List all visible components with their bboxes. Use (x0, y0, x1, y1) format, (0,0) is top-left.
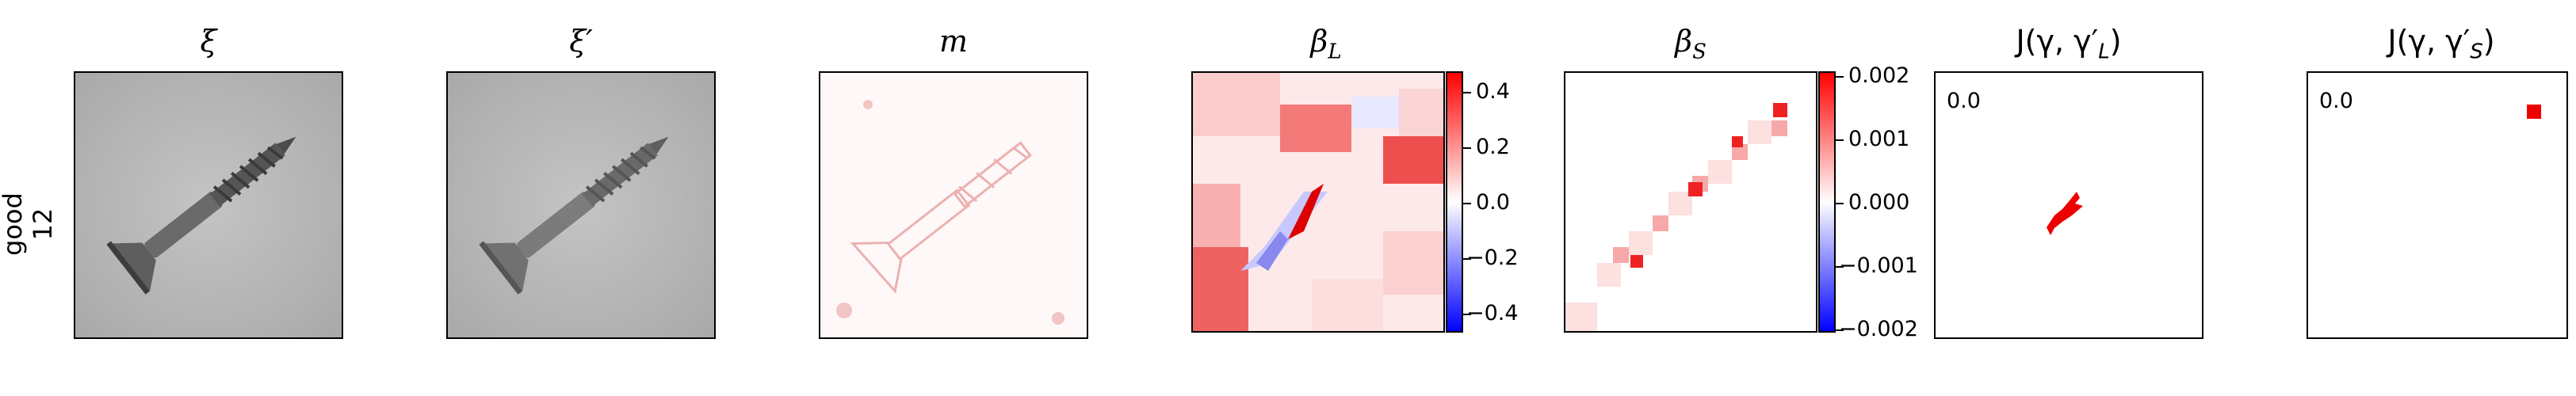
panel-beta-l (1191, 71, 1445, 333)
tick-beta-l-4: −0.4 (1466, 301, 1519, 326)
tick-beta-l-2: 0.0 (1476, 190, 1510, 215)
tick-beta-l-0: 0.4 (1476, 79, 1510, 104)
panel-title-beta-l: βL (1310, 24, 1342, 64)
tick-beta-s-2: 0.000 (1848, 190, 1910, 215)
panel-title-j-s: J(γ, γ′S) (2387, 24, 2495, 64)
tick-beta-s-3: −0.001 (1839, 253, 1918, 278)
screw-image-reconstructed (448, 73, 714, 337)
tick-beta-s-1: 0.001 (1848, 127, 1910, 151)
panel-title-beta-s: βS (1675, 24, 1707, 64)
row-label-line1: good (0, 192, 28, 256)
beta-s-heatmap (1565, 73, 1816, 331)
panel-title-xi-prime: ξ′ (569, 24, 593, 59)
jaccard-l-map (2047, 192, 2083, 235)
row-label-line2: 12 (28, 208, 58, 241)
corner-value-j-l: 0.0 (1947, 89, 1981, 113)
panel-xi (74, 71, 343, 339)
colorbar-beta-s (1818, 71, 1836, 333)
panel-title-j-l: J(γ, γ′L) (2016, 24, 2122, 64)
panel-j-l: 0.0 (1934, 71, 2203, 339)
panel-xi-prime (446, 71, 716, 339)
tick-beta-l-3: −0.2 (1466, 246, 1519, 270)
panel-j-s: 0.0 (2307, 71, 2568, 339)
screw-image (75, 73, 342, 337)
colorbar-beta-l (1446, 71, 1463, 333)
tick-beta-s-4: −0.002 (1839, 317, 1918, 341)
tick-beta-s-0: 0.002 (1848, 63, 1910, 88)
corner-value-j-s: 0.0 (2319, 89, 2353, 113)
beta-l-heatmap (1193, 73, 1443, 331)
tick-beta-l-1: 0.2 (1476, 135, 1510, 159)
jaccard-s-map (2527, 105, 2541, 119)
panel-title-m: m (938, 24, 969, 59)
panel-beta-s (1564, 71, 1817, 333)
panel-title-xi: ξ (200, 24, 217, 59)
mask-heatmap (820, 73, 1087, 337)
panel-m (819, 71, 1088, 339)
